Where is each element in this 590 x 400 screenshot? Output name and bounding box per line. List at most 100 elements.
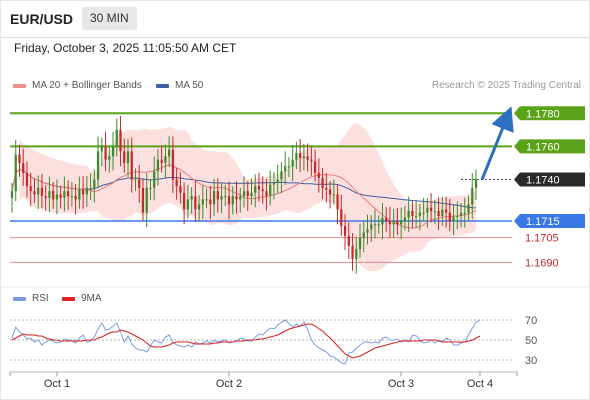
rsi-line	[11, 319, 481, 365]
level-label: 1.1690	[525, 257, 559, 269]
candle	[164, 144, 167, 178]
candle	[463, 197, 466, 228]
candle	[40, 173, 44, 209]
candle-body	[93, 179, 96, 188]
rsi-panel: 70 50 30	[0, 286, 590, 367]
level-labels: 1.1780 1.1760 1.1740 1.1715 1.1705 1.1690	[514, 106, 585, 269]
candle-body	[310, 159, 313, 162]
candle-body	[227, 196, 231, 205]
level-label-tag	[514, 172, 585, 187]
candle-body	[459, 212, 463, 217]
candle-body	[302, 156, 305, 159]
candle-body	[130, 151, 133, 180]
candle-body	[444, 209, 448, 213]
candle	[287, 157, 291, 178]
level-label-tag	[514, 106, 585, 121]
candle	[471, 173, 474, 219]
candle-body	[164, 156, 167, 163]
candle	[246, 181, 249, 211]
candle-body	[467, 204, 470, 213]
candle-body	[220, 196, 223, 200]
candle	[242, 176, 246, 208]
candle	[130, 137, 133, 193]
candle	[134, 168, 137, 191]
candle	[126, 138, 130, 177]
candle-body	[22, 162, 25, 173]
candle	[280, 162, 283, 194]
candle-body	[415, 216, 418, 218]
candle-body	[85, 187, 88, 195]
candle	[156, 149, 160, 186]
candle	[231, 186, 234, 215]
candle	[209, 185, 212, 220]
candle-body	[355, 249, 358, 260]
candle-body	[63, 191, 66, 198]
timeframe-badge[interactable]: 30 MIN	[82, 7, 137, 30]
candle	[452, 204, 455, 235]
candle	[444, 196, 448, 228]
candle	[179, 171, 182, 204]
candle-body	[138, 179, 141, 188]
candle	[254, 174, 257, 208]
candle	[381, 202, 384, 240]
candle-body	[224, 196, 227, 198]
candle-body	[257, 186, 261, 190]
candle	[201, 184, 204, 219]
candle-body	[351, 245, 354, 260]
candle	[358, 223, 362, 258]
candle-body	[108, 156, 111, 160]
candle	[272, 172, 276, 200]
candle	[459, 203, 463, 228]
candle	[388, 206, 392, 238]
candle	[433, 199, 436, 225]
candle-body	[254, 186, 257, 193]
candle	[85, 176, 88, 208]
candle-body	[145, 187, 148, 213]
candle-body	[115, 129, 118, 147]
candle	[18, 144, 21, 177]
candle-body	[291, 159, 294, 167]
candle-body	[280, 171, 283, 180]
candle-body	[231, 196, 234, 205]
candle-body	[437, 211, 440, 217]
candle-body	[149, 187, 152, 189]
candle	[212, 178, 216, 216]
candle-body	[67, 191, 70, 197]
candle	[104, 131, 107, 172]
candle-body	[448, 212, 451, 221]
candle	[89, 173, 92, 200]
candle	[78, 176, 81, 209]
candle	[44, 185, 47, 211]
level-label: 1.1740	[526, 175, 560, 187]
candle	[52, 181, 55, 209]
candle	[328, 181, 332, 209]
candle-body	[153, 171, 156, 188]
candle-body	[426, 207, 429, 213]
candle-body	[272, 182, 276, 185]
candle	[295, 142, 298, 170]
candle	[220, 182, 223, 214]
candle	[235, 181, 238, 214]
candle	[33, 178, 36, 204]
candle-body	[212, 191, 216, 205]
candle	[418, 204, 421, 231]
candle-body	[96, 151, 100, 180]
candle	[93, 169, 96, 203]
candle-body	[29, 186, 32, 192]
candlesticks	[10, 116, 478, 274]
chart-datetime: Friday, October 3, 2025 11:05:50 AM CET	[14, 41, 237, 55]
rsi-tick-label: 50	[525, 335, 537, 347]
candle-body	[70, 196, 73, 198]
candle	[145, 172, 148, 228]
candle	[25, 161, 29, 198]
candle-body	[269, 184, 272, 197]
candle	[332, 179, 335, 205]
candle	[407, 196, 410, 232]
candle	[343, 214, 347, 250]
candle-body	[171, 149, 175, 180]
candle	[74, 183, 77, 215]
candle	[205, 188, 208, 209]
candle-body	[474, 179, 478, 188]
candle-body	[194, 196, 197, 210]
